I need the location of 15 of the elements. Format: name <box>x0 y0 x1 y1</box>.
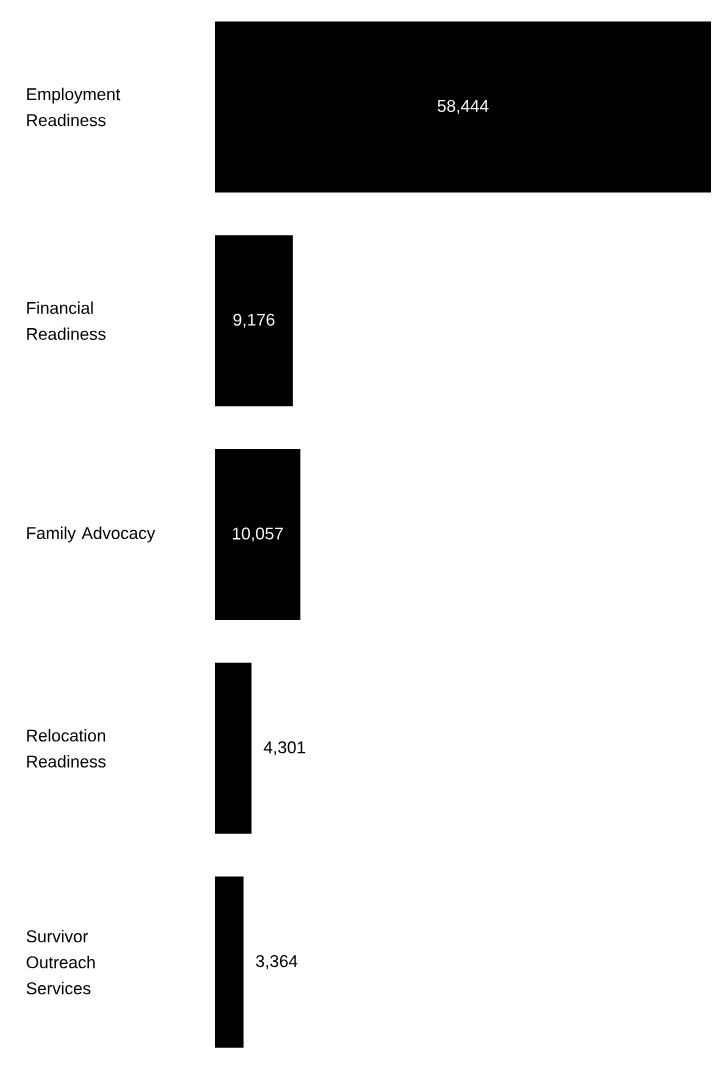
y-tick-label: Relocation Readiness <box>27 729 106 768</box>
bar <box>214 876 244 1048</box>
bar <box>214 449 301 621</box>
y-tick-label: Employment Readiness <box>27 87 121 127</box>
bar <box>214 662 252 834</box>
y-tick-label: Family Advocacy <box>27 526 156 543</box>
bar <box>214 21 711 193</box>
data-label: 3,364 <box>256 955 298 970</box>
bar <box>214 235 293 407</box>
data-label: 10,057 <box>232 527 283 542</box>
data-label: 4,301 <box>263 741 306 756</box>
y-tick-label: Survivor Outreach Services <box>26 929 95 995</box>
data-label: 58,444 <box>437 99 489 114</box>
y-tick-label: Financial Readiness <box>27 301 106 340</box>
data-label: 9,176 <box>233 313 275 328</box>
